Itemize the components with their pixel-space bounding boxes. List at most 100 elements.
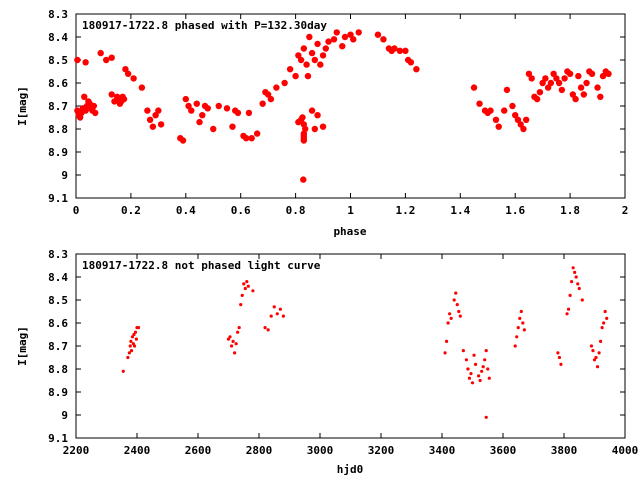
data-point: [396, 47, 404, 54]
data-point: [317, 61, 324, 68]
y-tick-label: 9.1: [48, 192, 68, 205]
y-tick-label: 8.9: [48, 386, 68, 399]
data-point: [92, 109, 99, 117]
data-point: [559, 362, 563, 366]
data-point: [597, 351, 601, 355]
data-point: [454, 291, 458, 295]
data-point: [521, 321, 525, 325]
data-point: [333, 29, 340, 36]
data-point: [233, 351, 237, 355]
data-point: [144, 107, 151, 114]
data-point: [514, 116, 522, 124]
data-point: [281, 79, 288, 87]
axis-ticks: 0 0.2 0.4 0.6 0.8 1 1.2 1.4 1.6 1.8 2 8.3 8.4 8.5 8.6 8…: [48, 8, 628, 217]
data-point: [402, 47, 409, 54]
data-point: [308, 107, 316, 114]
data-point: [231, 339, 235, 343]
data-point: [484, 349, 488, 353]
y-tick-label: 8.7: [48, 100, 68, 113]
data-point: [484, 415, 488, 419]
data-point: [594, 84, 601, 91]
data-point: [185, 102, 192, 110]
data-point: [573, 270, 577, 274]
data-point: [300, 176, 307, 183]
data-point: [555, 79, 563, 87]
data-point: [569, 91, 577, 98]
data-point: [146, 116, 154, 124]
data-point: [486, 367, 490, 371]
data-point: [476, 100, 483, 107]
data-point: [448, 312, 452, 316]
data-point: [603, 309, 607, 314]
y-axis-label: I[mag]: [16, 86, 29, 126]
data-point: [413, 66, 420, 73]
data-point: [193, 100, 200, 107]
data-point: [446, 321, 450, 325]
data-point: [132, 332, 136, 337]
data-point: [155, 107, 162, 114]
data-point: [452, 298, 456, 302]
data-point: [571, 266, 575, 270]
data-point: [583, 79, 590, 87]
data-point: [253, 130, 261, 137]
x-tick-label: 3000: [307, 444, 334, 457]
data-point: [108, 54, 115, 61]
data-point: [124, 70, 132, 78]
data-point: [229, 344, 234, 348]
y-tick-label: 8.8: [48, 123, 68, 136]
data-point: [97, 49, 104, 57]
data-point: [341, 33, 349, 41]
x-tick-label: 3200: [368, 444, 395, 457]
data-point: [199, 112, 206, 119]
data-point: [281, 314, 285, 318]
data-point: [480, 369, 484, 373]
data-point: [229, 123, 236, 130]
data-point: [558, 86, 566, 94]
data-point: [575, 72, 582, 80]
data-point: [314, 112, 321, 119]
x-tick-label: 1.4: [450, 204, 470, 217]
data-point: [204, 105, 211, 112]
x-tick-label: 2800: [246, 444, 273, 457]
data-point: [278, 307, 282, 311]
data-point: [525, 70, 533, 78]
plot-frame: [75, 253, 626, 439]
x-tick-label: 0.8: [286, 204, 306, 217]
data-point: [470, 84, 478, 91]
data-point: [501, 107, 508, 114]
data-point: [215, 102, 222, 110]
data-point: [572, 95, 579, 103]
data-point: [300, 45, 308, 52]
x-tick-label: 2200: [63, 444, 90, 457]
data-point: [550, 70, 557, 78]
x-tick-label: 0.2: [121, 204, 141, 217]
data-point: [455, 303, 459, 307]
y-tick-label: 8.3: [48, 8, 68, 21]
data-point: [179, 137, 187, 144]
data-point: [264, 91, 272, 98]
data-point: [570, 280, 574, 284]
data-point: [82, 59, 89, 66]
data-point: [492, 116, 500, 124]
data-point: [574, 275, 578, 279]
data-point: [600, 326, 604, 330]
x-tick-label: 0.6: [231, 204, 251, 217]
data-points: [121, 266, 609, 419]
data-point: [330, 36, 338, 43]
x-tick-label: 1: [347, 204, 354, 217]
data-point: [120, 95, 128, 103]
y-tick-label: 8.4: [48, 271, 68, 284]
data-point: [464, 358, 468, 362]
x-tick-label: 1.8: [560, 204, 580, 217]
x-axis-label: hjd0: [337, 463, 364, 476]
data-point: [308, 49, 316, 57]
data-point: [557, 355, 562, 360]
data-point: [246, 284, 250, 288]
data-point: [553, 75, 560, 82]
data-point: [295, 52, 302, 59]
data-point: [304, 72, 312, 80]
data-point: [461, 349, 465, 353]
data-point: [129, 339, 133, 343]
data-point: [472, 353, 476, 357]
